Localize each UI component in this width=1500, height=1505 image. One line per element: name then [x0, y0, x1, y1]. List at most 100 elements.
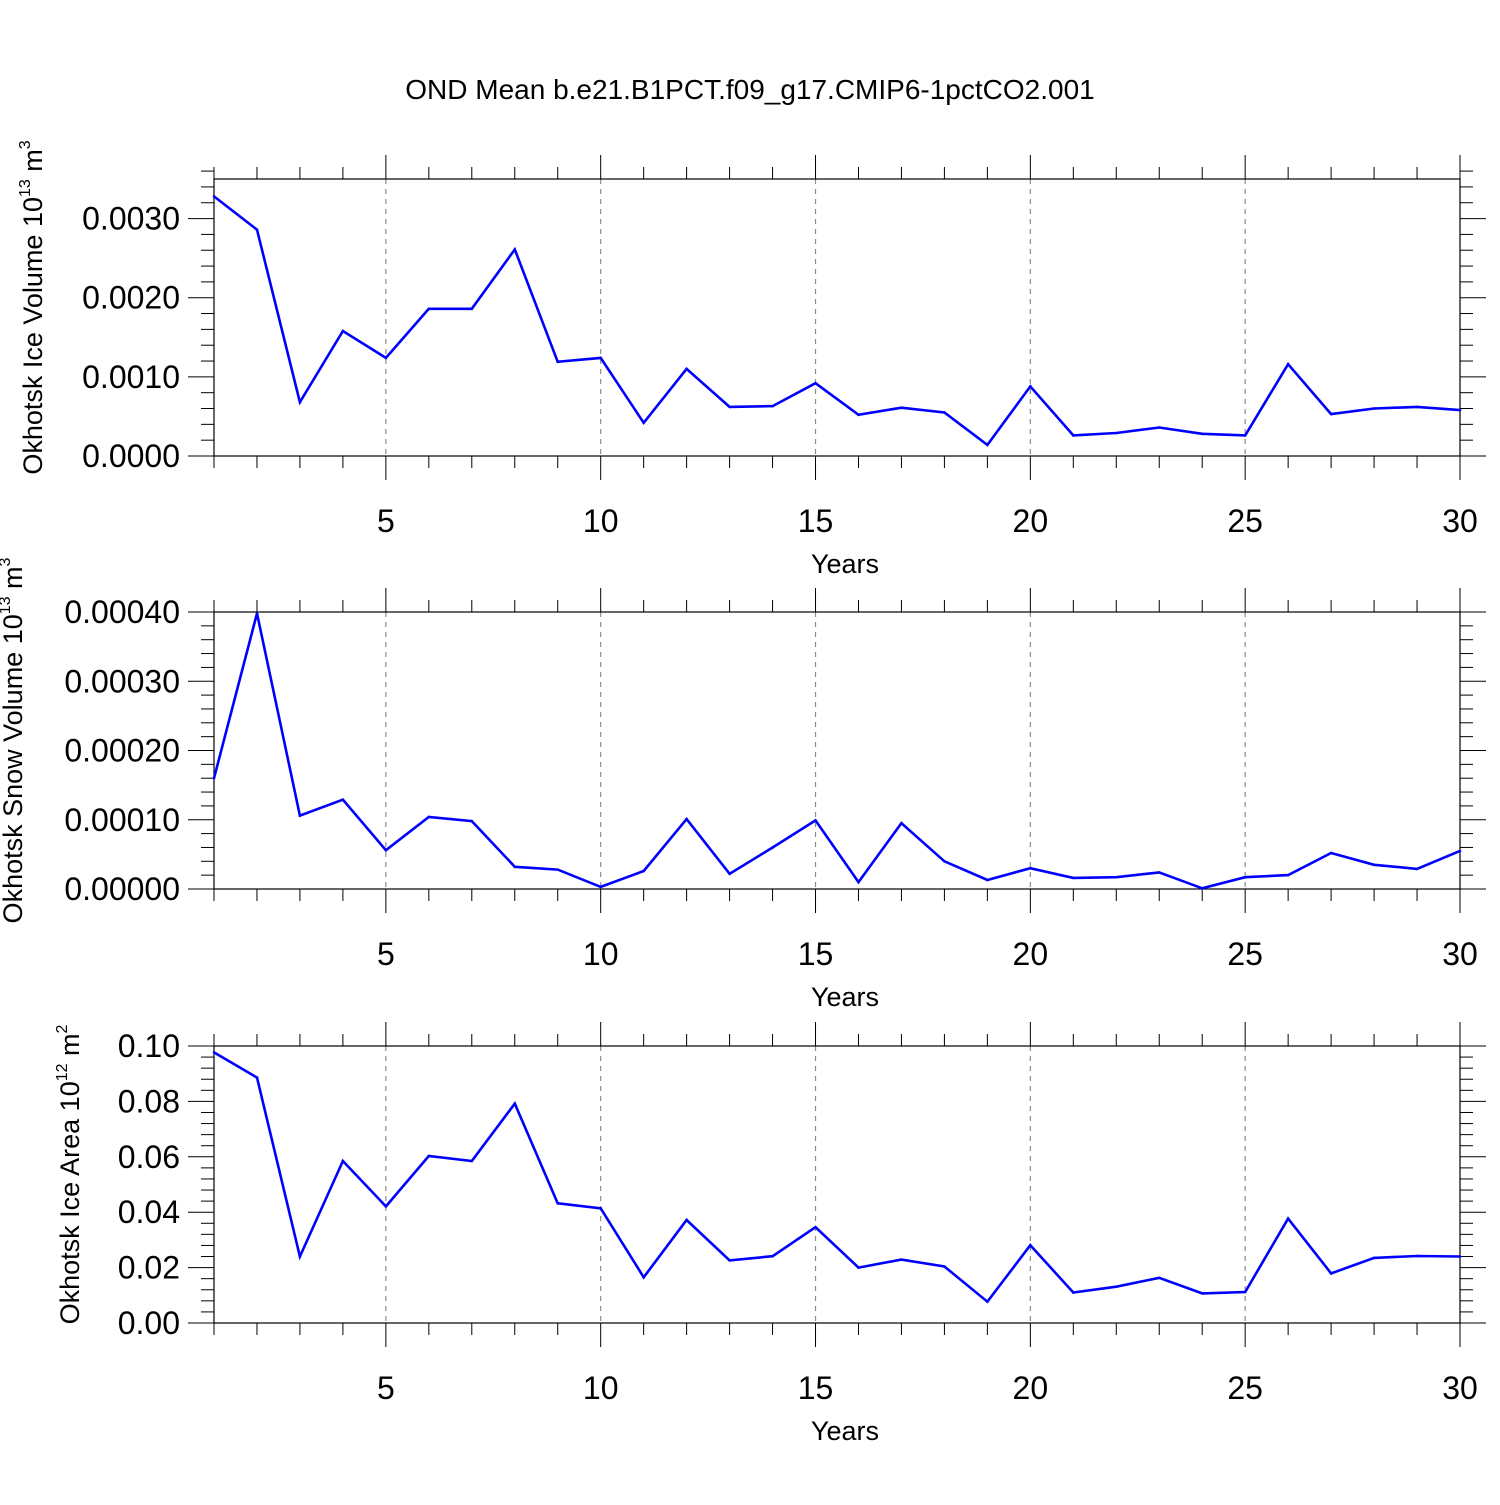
- panel-3: 5 10 15 20 25 30 0.00 0.02 0.04 0.06 0.08 0.10 Years…: [54, 1022, 1486, 1446]
- data-point: [1029, 866, 1032, 870]
- y-tick-label: 0.00010: [64, 802, 180, 838]
- data-point: [1243, 875, 1247, 879]
- data-point: [513, 1102, 517, 1105]
- y-axis-label: Okhotsk Snow Volume 1013 m3: [0, 557, 28, 923]
- data-point: [1415, 867, 1419, 871]
- x-tick-label: 30: [1442, 936, 1478, 972]
- data-point: [771, 404, 774, 408]
- data-point: [1200, 887, 1204, 890]
- data-point: [943, 860, 946, 863]
- data-point: [384, 1205, 388, 1208]
- panel-2: 5 10 15 20 25 30 0.00000 0.00010 0.00020 0.00030 0…: [0, 557, 1486, 1012]
- y-axis-label: Okhotsk Ice Area 1012 m2: [54, 1024, 85, 1324]
- x-tick-label: 10: [583, 936, 619, 972]
- x-tick-label: 5: [377, 936, 395, 972]
- y-tick-label: 0.0020: [82, 280, 180, 316]
- data-point: [1286, 873, 1290, 877]
- x-axis-label: Years: [811, 549, 879, 579]
- data-point: [255, 1076, 259, 1079]
- y-tick-label: 0.06: [118, 1139, 180, 1175]
- data-point: [900, 821, 903, 825]
- data-point: [341, 329, 345, 333]
- data-point: [857, 1266, 860, 1269]
- data-point: [1286, 362, 1290, 366]
- data-point: [599, 1207, 602, 1210]
- data-point: [814, 1225, 817, 1229]
- data-point: [298, 400, 302, 404]
- data-point: [685, 817, 688, 821]
- data-point: [1243, 434, 1247, 437]
- data-point: [384, 356, 388, 360]
- data-point: [1372, 407, 1376, 410]
- data-point: [341, 798, 345, 801]
- data-point: [1072, 1291, 1075, 1294]
- data-point: [470, 1159, 474, 1163]
- data-point: [470, 307, 474, 311]
- x-axis-label: Years: [811, 1416, 879, 1446]
- data-point: [298, 1255, 302, 1258]
- x-tick-label: 25: [1227, 1370, 1263, 1406]
- x-tick-label: 5: [377, 1370, 395, 1406]
- data-point: [642, 421, 645, 425]
- data-point: [556, 360, 560, 364]
- data-point: [1029, 1243, 1032, 1247]
- series-line: [213, 195, 1461, 447]
- data-point: [1114, 1285, 1118, 1289]
- data-point: [771, 1254, 774, 1258]
- data-point: [1415, 1254, 1419, 1258]
- chart-title: OND Mean b.e21.B1PCT.f09_g17.CMIP6-1pctC…: [405, 74, 1095, 105]
- series-line: [213, 1051, 1461, 1304]
- data-point: [1329, 412, 1333, 416]
- data-point: [1415, 405, 1419, 409]
- data-point: [1114, 875, 1118, 879]
- x-tick-label: 20: [1013, 1370, 1049, 1406]
- data-point: [642, 869, 645, 873]
- y-tick-label: 0.04: [118, 1194, 180, 1230]
- data-point: [685, 1218, 688, 1222]
- data-point: [1157, 871, 1161, 874]
- y-tick-label: 0.00020: [64, 733, 180, 769]
- data-point: [1286, 1217, 1290, 1220]
- y-tick-label: 0.08: [118, 1083, 180, 1119]
- data-point: [1329, 1272, 1333, 1275]
- data-point: [814, 381, 817, 385]
- plot-frame: [213, 178, 1461, 457]
- y-axis-label: Okhotsk Ice Volume 1013 m3: [17, 140, 48, 474]
- data-point: [986, 878, 989, 882]
- x-tick-label: 25: [1227, 503, 1263, 539]
- data-point: [900, 1258, 903, 1261]
- data-point: [814, 819, 817, 822]
- data-point: [728, 872, 731, 876]
- data-point: [1200, 1292, 1204, 1295]
- data-point: [1458, 1255, 1462, 1258]
- data-point: [1072, 434, 1075, 437]
- y-tick-label: 0.00000: [64, 871, 180, 907]
- data-point: [556, 1202, 560, 1205]
- data-point: [341, 1159, 345, 1163]
- data-point: [1458, 408, 1462, 412]
- data-point: [857, 880, 860, 884]
- panel-1: 5 10 15 20 25 30 0.0000 0.0010 0.0020 0.0030 Years…: [17, 140, 1486, 579]
- y-tick-label: 0.02: [118, 1250, 180, 1286]
- data-point: [599, 885, 602, 889]
- data-point: [212, 776, 216, 780]
- data-point: [255, 228, 259, 231]
- data-point: [212, 1051, 216, 1054]
- data-point: [384, 848, 388, 852]
- y-tick-label: 0.00040: [64, 594, 180, 630]
- data-point: [1114, 431, 1118, 435]
- y-tick-label: 0.0030: [82, 201, 180, 237]
- y-tick-label: 0.00: [118, 1305, 180, 1341]
- data-point: [986, 443, 989, 447]
- x-tick-label: 20: [1013, 503, 1049, 539]
- data-point: [298, 814, 302, 817]
- data-point: [771, 846, 774, 849]
- data-point: [642, 1275, 645, 1279]
- data-point: [1329, 851, 1333, 855]
- data-point: [599, 356, 602, 360]
- data-point: [986, 1300, 989, 1303]
- data-point: [943, 1265, 946, 1268]
- data-point: [1072, 876, 1075, 880]
